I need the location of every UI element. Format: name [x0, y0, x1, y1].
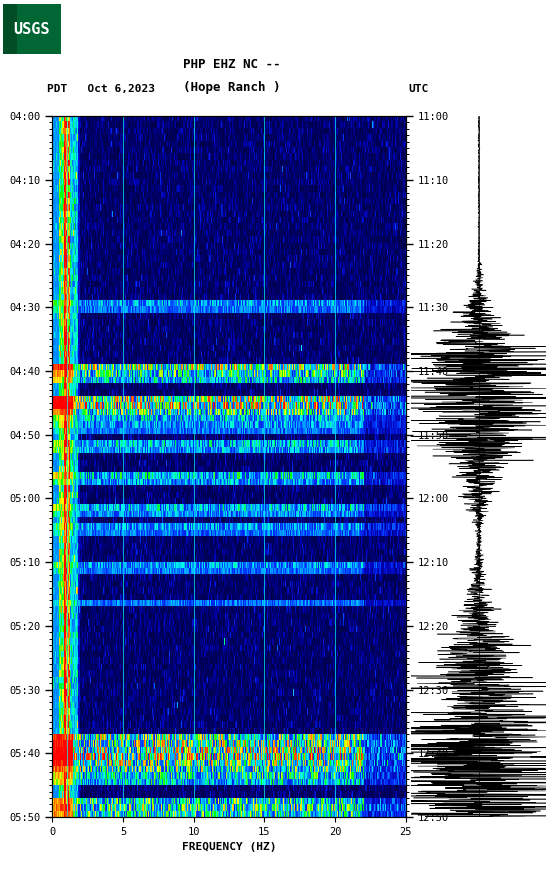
Text: UTC: UTC: [408, 84, 429, 94]
Bar: [3, 4, 17, 54]
Text: (Hope Ranch ): (Hope Ranch ): [183, 80, 280, 94]
Text: PDT   Oct 6,2023: PDT Oct 6,2023: [47, 84, 155, 94]
Text: PHP EHZ NC --: PHP EHZ NC --: [183, 58, 280, 71]
Text: USGS: USGS: [13, 21, 50, 37]
X-axis label: FREQUENCY (HZ): FREQUENCY (HZ): [182, 842, 277, 853]
